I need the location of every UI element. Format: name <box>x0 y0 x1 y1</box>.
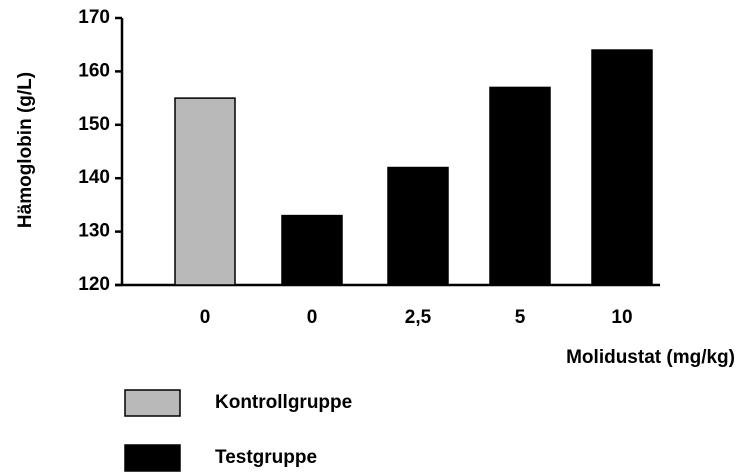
bar <box>387 166 449 286</box>
bar <box>281 214 343 286</box>
bar <box>489 86 551 286</box>
x-tick-label: 0 <box>307 307 318 328</box>
x-tick-label: 5 <box>515 307 526 328</box>
y-tick-label: 140 <box>78 167 110 188</box>
legend-swatch <box>124 389 181 417</box>
bar <box>591 49 653 286</box>
y-tick-label: 150 <box>78 114 110 135</box>
y-tick-label: 170 <box>78 7 110 28</box>
y-axis-label: Hämoglobin (g/L) <box>15 72 36 228</box>
x-tick-label: 10 <box>611 307 632 328</box>
y-tick-label: 160 <box>78 60 110 81</box>
x-axis-label: Molidustat (mg/kg) <box>566 347 735 368</box>
x-tick-label: 0 <box>200 307 211 328</box>
legend-label: Kontrollgruppe <box>215 392 352 413</box>
legend-label: Testgruppe <box>215 447 317 468</box>
legend-swatch <box>124 444 181 472</box>
y-tick-label: 120 <box>78 274 110 295</box>
y-tick-label: 130 <box>78 221 110 242</box>
bar <box>174 97 236 286</box>
x-tick-label: 2,5 <box>405 307 432 328</box>
